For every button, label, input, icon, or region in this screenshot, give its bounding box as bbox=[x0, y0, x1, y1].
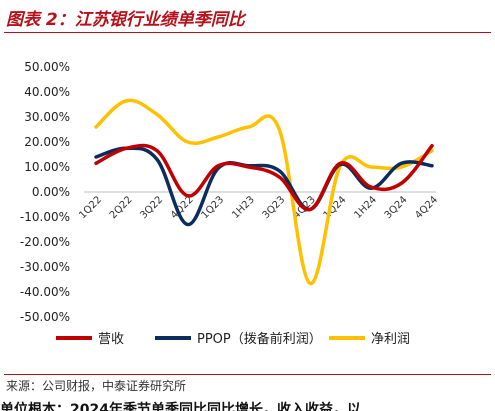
x-tick-label: 1H24 bbox=[352, 194, 379, 221]
series-lines bbox=[94, 98, 434, 286]
x-tick-label: 2Q22 bbox=[108, 194, 135, 221]
y-tick-label: -10.00% bbox=[20, 210, 70, 224]
y-tick-label: -20.00% bbox=[20, 235, 70, 249]
y-tick-label: 40.00% bbox=[24, 85, 70, 99]
legend: 营收 PPOP（拨备前利润） 净利润 bbox=[56, 331, 410, 347]
figure-title: 图表 2：江苏银行业绩单季同比 bbox=[6, 10, 245, 30]
series-line-net-profit bbox=[94, 98, 434, 286]
y-tick-label: -30.00% bbox=[20, 260, 70, 274]
x-tick-label: 4Q24 bbox=[413, 194, 440, 221]
y-axis-ticks: 50.00% 40.00% 30.00% 20.00% 10.00% 0.00% -10.0… bbox=[20, 60, 70, 324]
x-tick-label: 1Q24 bbox=[322, 194, 349, 221]
y-tick-label: 0.00% bbox=[32, 185, 70, 199]
legend-label-ppop: PPOP（拨备前利润） bbox=[197, 331, 322, 347]
y-tick-label: -40.00% bbox=[20, 285, 70, 299]
line-chart: 50.00% 40.00% 30.00% 20.00% 10.00% 0.00% -10.0… bbox=[20, 60, 440, 347]
legend-label-revenue: 营收 bbox=[98, 332, 124, 347]
x-tick-label: 3Q22 bbox=[138, 194, 165, 221]
legend-label-net-profit: 净利润 bbox=[371, 332, 410, 347]
y-tick-label: 20.00% bbox=[24, 135, 70, 149]
y-tick-label: 10.00% bbox=[24, 160, 70, 174]
x-tick-label: 3Q24 bbox=[383, 194, 410, 221]
x-axis-ticks: 1Q22 2Q22 3Q22 4Q22 1Q23 1H23 3Q23 4Q23 1Q24 1H24… bbox=[77, 194, 440, 221]
cut-off-text: 单位根本：2024年季节单季同比同比增长，收入收益，以 bbox=[0, 402, 361, 411]
source-divider bbox=[4, 374, 491, 375]
x-tick-label: 1Q22 bbox=[77, 194, 104, 221]
y-tick-label: 50.00% bbox=[24, 60, 70, 74]
x-tick-label: 3Q23 bbox=[261, 194, 288, 221]
y-tick-label: -50.00% bbox=[20, 310, 70, 324]
series-line-revenue bbox=[94, 143, 434, 212]
x-tick-label: 1H23 bbox=[230, 194, 257, 221]
source-note: 来源：公司财报，中泰证券研究所 bbox=[6, 379, 187, 393]
title-divider bbox=[4, 32, 491, 33]
y-tick-label: 30.00% bbox=[24, 110, 70, 124]
